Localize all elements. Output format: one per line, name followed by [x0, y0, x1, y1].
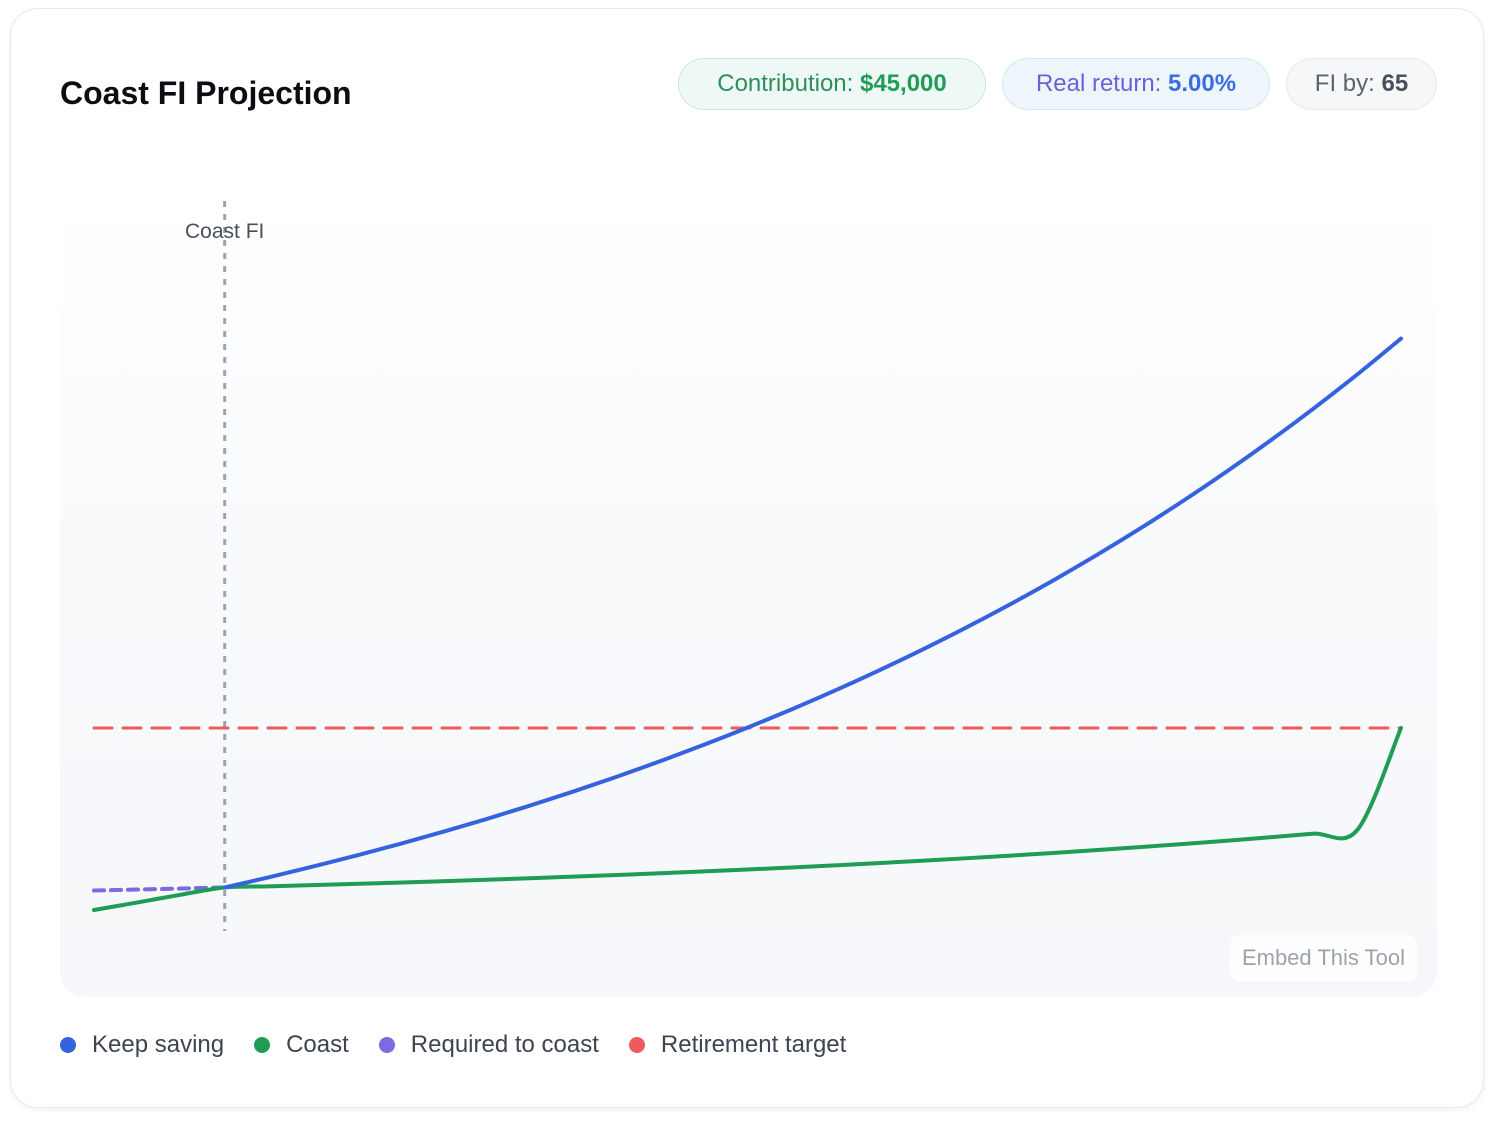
real-return-label: Real return:: [1035, 70, 1162, 97]
fi-by-label: FI by:: [1314, 70, 1375, 97]
contribution-badge: Contribution: $45,000: [678, 58, 986, 110]
fi-by-value: 65: [1381, 70, 1409, 97]
legend-dot-icon: [60, 1037, 76, 1053]
legend-label: Retirement target: [660, 1031, 847, 1058]
legend-item-keep-saving[interactable]: Keep saving: [60, 1027, 224, 1063]
series-line-coast: [92, 726, 1403, 912]
chart-card: Coast FI Projection Contribution: $45,00…: [10, 8, 1484, 1108]
chart-legend: Keep saving Coast Required to coast Retirem…: [60, 1027, 876, 1063]
contribution-label: Contribution:: [717, 70, 854, 97]
legend-label: Required to coast: [410, 1031, 599, 1058]
line-chart: Coast FI: [92, 201, 1403, 931]
legend-label: Coast: [286, 1031, 349, 1058]
series-line-keep-saving: [222, 336, 1403, 890]
chart-plot-area[interactable]: Coast FI Embed This Tool: [60, 191, 1437, 997]
page-title: Coast FI Projection: [60, 75, 352, 111]
legend-item-required-to-coast[interactable]: Required to coast: [378, 1027, 599, 1063]
legend-dot-icon: [254, 1037, 271, 1053]
real-return-value: 5.00%: [1168, 70, 1237, 97]
legend-dot-icon: [378, 1037, 395, 1053]
legend-item-coast[interactable]: Coast: [254, 1027, 349, 1063]
embed-tool-link[interactable]: Embed This Tool: [1229, 935, 1417, 981]
contribution-value: $45,000: [859, 70, 947, 97]
real-return-badge: Real return: 5.00%: [1002, 58, 1270, 110]
series-line-required-to-coast: [92, 885, 227, 893]
fi-by-badge: FI by: 65: [1286, 58, 1437, 110]
legend-item-retirement-target[interactable]: Retirement target: [628, 1027, 847, 1063]
coast-fi-marker-label: Coast FI: [185, 220, 264, 243]
legend-label: Keep saving: [92, 1031, 225, 1058]
legend-dot-icon: [628, 1037, 645, 1053]
